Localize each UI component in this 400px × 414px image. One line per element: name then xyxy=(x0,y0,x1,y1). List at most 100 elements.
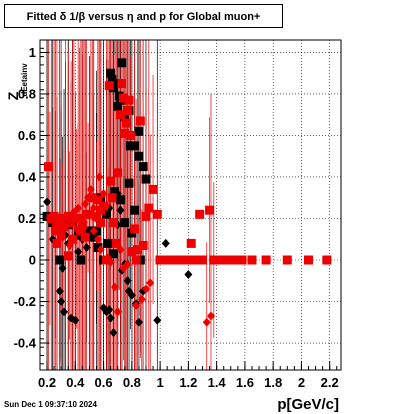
data-point-diamond xyxy=(86,184,95,194)
data-point-square xyxy=(176,255,186,265)
data-point-diamond xyxy=(161,238,170,248)
data-point-square xyxy=(96,218,106,228)
x-tick-label: 1.8 xyxy=(264,375,282,390)
data-point-square xyxy=(186,238,196,248)
data-point-square xyxy=(152,209,162,219)
data-point-square xyxy=(107,193,117,203)
data-point-square xyxy=(110,187,120,197)
data-point-square xyxy=(141,174,151,184)
data-point-diamond xyxy=(60,307,69,317)
data-point-square xyxy=(282,255,292,265)
data-point-diamond xyxy=(113,307,122,317)
data-point-square xyxy=(322,255,332,265)
data-point-square xyxy=(87,193,97,203)
y-tick-label: -0.2 xyxy=(14,294,36,309)
data-point-diamond xyxy=(123,276,132,286)
y-axis-label: Z xyxy=(5,91,21,100)
plot-frame xyxy=(39,39,342,371)
data-point-diamond xyxy=(110,282,119,292)
data-point-square xyxy=(237,255,247,265)
data-point-diamond xyxy=(74,247,83,257)
data-point-diamond xyxy=(146,278,155,288)
data-point-diamond xyxy=(61,222,70,232)
data-point-square xyxy=(93,243,103,253)
datestamp: Sun Dec 1 09:37:10 2024 xyxy=(4,400,97,409)
data-point-diamond xyxy=(55,286,64,296)
data-point-diamond xyxy=(106,257,115,267)
data-point-square xyxy=(113,101,123,111)
data-point-square xyxy=(190,255,200,265)
data-point-diamond xyxy=(99,189,108,199)
data-point-square xyxy=(116,110,126,120)
data-point-square xyxy=(125,130,135,140)
data-point-diamond xyxy=(123,259,132,269)
data-point-square xyxy=(124,95,134,105)
data-point-diamond xyxy=(72,224,81,234)
data-point-diamond xyxy=(153,315,162,325)
data-point-square xyxy=(148,184,158,194)
data-point-diamond xyxy=(45,213,54,223)
data-point-square xyxy=(76,255,86,265)
data-point-square xyxy=(214,255,224,265)
data-point-square xyxy=(141,211,151,221)
x-tick-label: 0.8 xyxy=(123,375,141,390)
data-point-diamond xyxy=(51,220,60,230)
data-point-square xyxy=(55,255,65,265)
data-point-square xyxy=(195,209,205,219)
data-point-square xyxy=(229,255,239,265)
x-tick-label: 1.2 xyxy=(179,375,197,390)
data-point-square xyxy=(110,79,120,89)
data-point-diamond xyxy=(79,218,88,228)
data-point-square xyxy=(209,255,219,265)
data-point-square xyxy=(68,234,78,244)
x-tick-label: 1.6 xyxy=(236,375,254,390)
y-tick-label: 0.8 xyxy=(18,86,36,101)
data-point-square xyxy=(76,226,86,236)
data-point-diamond xyxy=(141,284,150,294)
x-tick-label: 1 xyxy=(157,375,164,390)
data-point-square xyxy=(169,255,179,265)
y-axis-label-subscript: dEetainv xyxy=(20,63,29,97)
data-point-square xyxy=(155,255,165,265)
y-tick-label: 0.6 xyxy=(18,128,36,143)
chart-title: Fitted δ 1/β versus η and p for Global m… xyxy=(26,11,261,23)
data-point-square xyxy=(43,162,53,172)
data-point-square xyxy=(92,211,102,221)
data-point-diamond xyxy=(84,193,93,203)
data-point-square xyxy=(93,195,103,205)
data-point-square xyxy=(89,232,99,242)
x-tick-label: 2 xyxy=(298,375,305,390)
data-point-diamond xyxy=(74,203,83,213)
data-point-square xyxy=(113,168,123,178)
data-point-square xyxy=(52,238,62,248)
data-point-square xyxy=(162,255,172,265)
data-point-square xyxy=(80,232,90,242)
data-point-square xyxy=(108,249,118,259)
data-point-square xyxy=(261,255,271,265)
data-point-diamond xyxy=(102,201,111,211)
x-tick-label: 0.2 xyxy=(38,375,56,390)
data-point-square xyxy=(183,255,193,265)
y-tick-label: 0.4 xyxy=(18,169,37,184)
y-tick-label: 0.2 xyxy=(18,211,36,226)
data-point-square xyxy=(131,255,141,265)
data-point-diamond xyxy=(81,199,90,209)
data-point-diamond xyxy=(57,297,66,307)
data-point-diamond xyxy=(116,205,125,215)
data-point-square xyxy=(121,118,131,128)
data-point-diamond xyxy=(134,317,143,327)
data-point-square xyxy=(138,162,148,172)
data-point-diamond xyxy=(89,203,98,213)
data-point-diamond xyxy=(106,313,115,323)
data-point-square xyxy=(205,205,215,215)
data-point-square xyxy=(135,116,145,126)
data-point-diamond xyxy=(58,232,67,242)
data-point-diamond xyxy=(96,245,105,255)
data-point-diamond xyxy=(65,240,74,250)
data-point-square xyxy=(127,247,137,257)
data-point-square xyxy=(104,81,114,91)
data-point-diamond xyxy=(89,226,98,236)
data-point-diamond xyxy=(202,317,211,327)
x-tick-label: 2.2 xyxy=(321,375,339,390)
